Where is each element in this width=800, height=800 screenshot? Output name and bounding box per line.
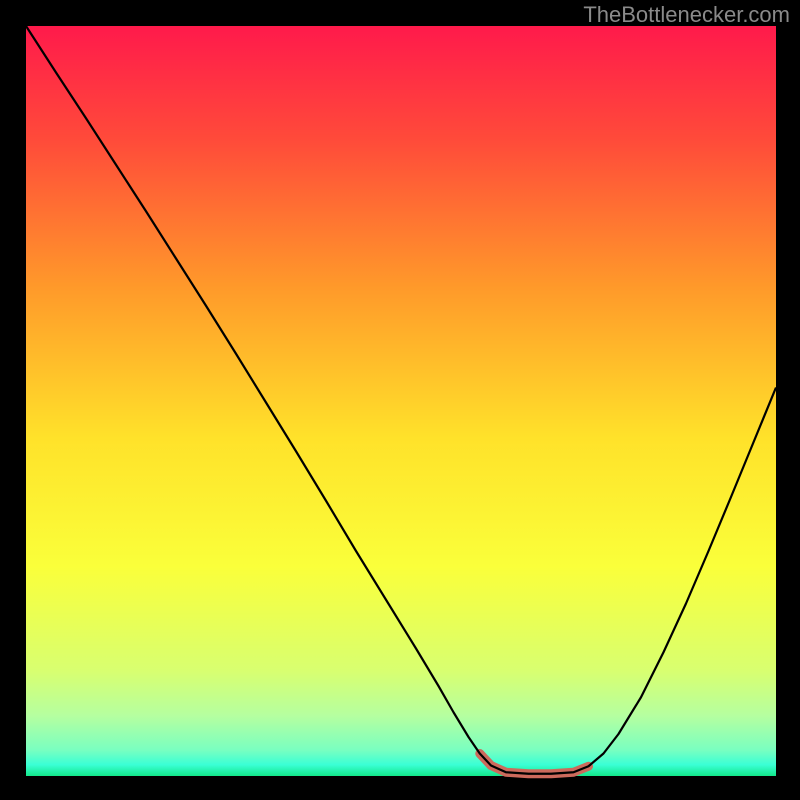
- watermark-text: TheBottlenecker.com: [583, 2, 790, 28]
- chart-svg: [0, 0, 800, 800]
- gradient-background: [26, 26, 776, 776]
- bottleneck-chart: TheBottlenecker.com: [0, 0, 800, 800]
